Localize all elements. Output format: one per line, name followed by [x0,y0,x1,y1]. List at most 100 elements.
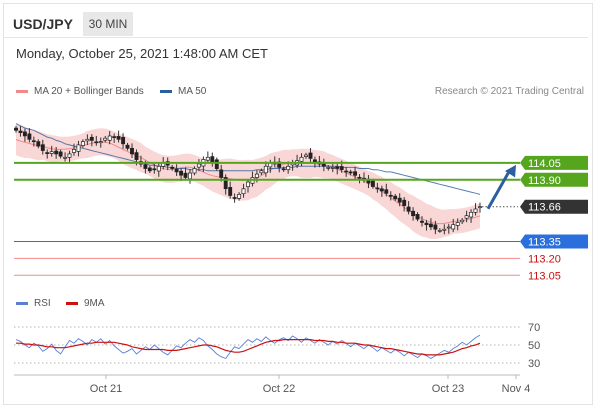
candle-body [147,167,152,172]
x-tick-label: Oct 23 [432,383,464,395]
forecast-arrow-shaft [486,169,512,210]
timeframe-badge[interactable]: 30 MIN [83,12,133,36]
candle-body [183,172,188,178]
x-tick-label: Nov 4 [502,383,531,395]
candle-body [210,156,215,163]
candle-body [58,151,63,157]
legend-bollinger-label: MA 20 + Bollinger Bands [34,86,144,97]
legend-bollinger: MA 20 + Bollinger Bands [16,86,144,97]
candle-body [94,141,99,144]
candle-body [67,153,72,158]
candle-body [446,226,451,229]
candle-body [192,168,197,174]
candle-body [263,165,268,174]
chart-frame [3,3,593,405]
candle-body [174,168,179,173]
level-label-last: 113.66 [528,202,561,214]
level-label-box [520,172,588,187]
candle-body [424,222,429,226]
candle-body [397,197,402,203]
candle-body [40,144,45,151]
chart-datetime: Monday, October 25, 2021 1:48:00 AM CET [16,46,268,61]
candle-body [370,180,375,187]
candle-body [388,194,393,197]
candle-body [433,224,438,230]
candle-body [45,152,50,154]
candle-body [455,222,460,226]
candle-body [54,150,59,155]
candle-body [31,140,36,143]
rsi-panel: 70 50 30 [14,322,540,370]
level-label-resistance: 113.90 [528,175,561,187]
candle-body [205,156,210,161]
candle-body [464,215,469,219]
price-panel [14,123,482,239]
level-label-box [520,155,588,170]
legend-ma50-swatch [160,89,172,93]
candle-body [411,210,416,217]
candle-body [286,165,291,171]
candle-body [112,136,117,138]
candle-body [214,159,219,169]
candle-body [437,229,442,232]
candle-body [299,156,304,162]
symbol-title: USD/JPY [13,16,73,32]
candle-body [223,177,228,190]
rsi-tick-label: 70 [528,322,540,334]
candle-body [312,159,317,163]
candle-body [134,152,139,160]
candle-body [170,166,175,169]
candle-body [353,171,358,176]
legend-bollinger-swatch [16,89,28,93]
candle-body [384,189,389,194]
levels-layer: 114.05 113.90 113.66 113.35 113.20 113.05 [14,155,588,282]
ma50-line [15,123,481,195]
x-tick-label: Oct 22 [263,383,295,395]
legend-rsi: RSI [16,298,51,309]
legend-9ma: 9MA [66,298,105,309]
forecast-arrow-head [505,164,516,178]
candle-body [415,214,420,220]
candle-body [330,167,335,169]
candle-body [125,144,130,149]
candle-body [22,131,27,137]
research-credit: Research © 2021 Trading Central [434,86,584,97]
candle-body [469,211,474,218]
candle-body [344,170,349,173]
candle-body [406,206,411,212]
level-label-resistance: 114.05 [528,158,561,170]
legend-ma50: MA 50 [160,86,206,97]
candle-body [375,187,380,190]
candle-body [237,194,242,199]
legend-rsi-swatch [16,301,28,305]
candle-body [228,187,233,196]
candle-body [72,149,76,153]
candle-body [36,141,41,147]
candle-body [107,135,112,141]
x-axis: Oct 21 Oct 22 Oct 23 Nov 4 [14,374,531,395]
candle-body [143,164,148,169]
rsi-series-rsi [15,334,481,360]
candle-body [49,151,54,154]
candle-body [478,206,482,209]
candle-body [420,220,424,223]
candle-body [451,224,456,230]
candle-body [473,208,478,213]
candle-body [428,223,433,228]
candle-body [348,171,353,174]
candle-body [103,137,108,141]
level-label-support: 113.20 [528,253,561,265]
rsi-tick-label: 50 [528,340,540,352]
candle-body [27,133,32,140]
level-label-pivot: 113.35 [528,237,561,249]
candle-body [246,181,250,188]
header-divider [4,37,588,38]
candle-body [402,199,407,206]
legend-9ma-label: 9MA [84,298,105,309]
level-label-support: 113.05 [528,270,561,282]
candle-body [379,188,384,192]
candle-body [254,173,259,178]
candle-body [98,141,103,144]
candle-body [357,176,362,179]
legend-ma50-label: MA 50 [178,86,207,97]
